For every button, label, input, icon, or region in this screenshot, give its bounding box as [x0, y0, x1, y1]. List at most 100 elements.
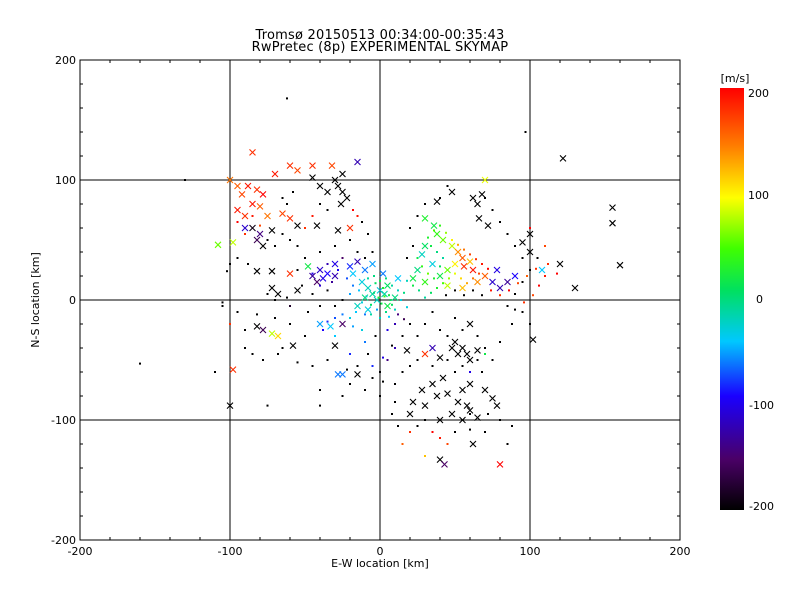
point-cross — [538, 266, 546, 274]
point-dot — [436, 287, 438, 289]
point-dot — [529, 227, 531, 229]
point-cross — [474, 200, 481, 208]
point-cross — [466, 407, 474, 414]
point-dot — [244, 329, 246, 331]
grid-lines — [80, 60, 680, 540]
point-dot — [361, 301, 363, 304]
point-cross — [489, 278, 496, 286]
point-cross — [559, 155, 567, 162]
point-dot — [523, 301, 525, 304]
point-dot — [319, 305, 321, 307]
point-cross — [459, 416, 466, 424]
point-dot — [416, 215, 419, 217]
point-cross — [481, 272, 489, 280]
point-cross — [451, 260, 459, 268]
point-dot — [373, 291, 375, 294]
point-dot — [319, 251, 321, 253]
point-dot — [487, 413, 489, 415]
point-dot — [289, 305, 291, 307]
point-dot — [352, 284, 354, 287]
point-dot — [421, 265, 423, 268]
point-cross — [349, 270, 357, 277]
point-dot — [484, 353, 486, 355]
point-dot — [361, 221, 363, 223]
point-dot — [256, 313, 258, 316]
point-cross — [463, 402, 471, 409]
point-dot — [361, 329, 363, 331]
point-dot — [401, 371, 404, 373]
point-dot — [445, 231, 447, 234]
point-dot — [367, 233, 369, 235]
point-dot — [247, 263, 249, 265]
point-cross — [259, 242, 267, 250]
point-dot — [521, 257, 524, 259]
point-dot — [244, 233, 246, 235]
point-cross — [421, 278, 429, 286]
point-dot — [481, 294, 483, 297]
point-dot — [439, 265, 441, 268]
point-dot — [326, 263, 329, 265]
point-cross — [526, 248, 534, 256]
point-dot — [394, 401, 396, 403]
chart-title: Tromsø 20150513 00:34:00-00:35:43 — [255, 28, 505, 43]
point-cross — [324, 270, 331, 277]
point-dot — [244, 347, 246, 349]
point-dot — [334, 317, 336, 319]
point-cross — [409, 398, 417, 406]
point-dot — [491, 359, 494, 361]
point-dot — [514, 245, 516, 247]
point-dot — [409, 365, 411, 367]
point-dot — [403, 318, 405, 321]
point-dot — [337, 269, 339, 271]
point-dot — [484, 197, 486, 199]
point-cross — [234, 206, 241, 214]
point-dot — [349, 317, 351, 319]
colorbar-tick-200: 200 — [748, 87, 769, 100]
point-dot — [382, 287, 384, 289]
point-dot — [364, 341, 366, 343]
point-cross — [268, 330, 276, 337]
point-cross — [609, 204, 616, 211]
point-dot — [326, 359, 329, 361]
x-tick-label: -100 — [218, 545, 243, 558]
point-cross — [364, 284, 372, 292]
point-dot — [499, 419, 501, 421]
point-cross — [214, 241, 222, 249]
point-dot — [365, 295, 368, 298]
point-dot — [326, 209, 329, 211]
colorbar-tick-0: 0 — [756, 293, 763, 306]
point-dot — [427, 236, 429, 239]
point-cross — [439, 374, 447, 382]
point-dot — [334, 245, 336, 247]
point-dot — [221, 305, 224, 307]
point-cross — [421, 215, 429, 222]
point-dot — [322, 329, 324, 331]
point-dot — [461, 365, 464, 367]
point-cross — [433, 198, 441, 205]
point-dot — [281, 347, 284, 349]
point-cross — [343, 194, 351, 202]
point-dot — [274, 317, 276, 319]
point-dot — [475, 258, 477, 261]
point-dot — [469, 253, 471, 256]
point-dot — [341, 299, 344, 301]
point-dot — [319, 203, 321, 205]
point-cross — [511, 272, 519, 280]
point-dot — [409, 227, 411, 229]
point-cross — [460, 263, 468, 270]
point-cross — [418, 251, 426, 258]
point-cross — [354, 158, 361, 166]
point-dot — [307, 311, 309, 313]
point-cross — [304, 263, 312, 270]
point-cross — [264, 212, 271, 220]
point-cross — [466, 380, 474, 388]
point-dot — [454, 371, 456, 373]
point-dot — [490, 289, 492, 292]
point-dot — [397, 425, 399, 427]
point-dot — [331, 281, 333, 283]
point-cross — [459, 344, 466, 352]
point-dot — [433, 229, 435, 232]
point-dot — [374, 335, 377, 337]
point-cross — [421, 242, 429, 250]
point-cross — [454, 398, 462, 406]
